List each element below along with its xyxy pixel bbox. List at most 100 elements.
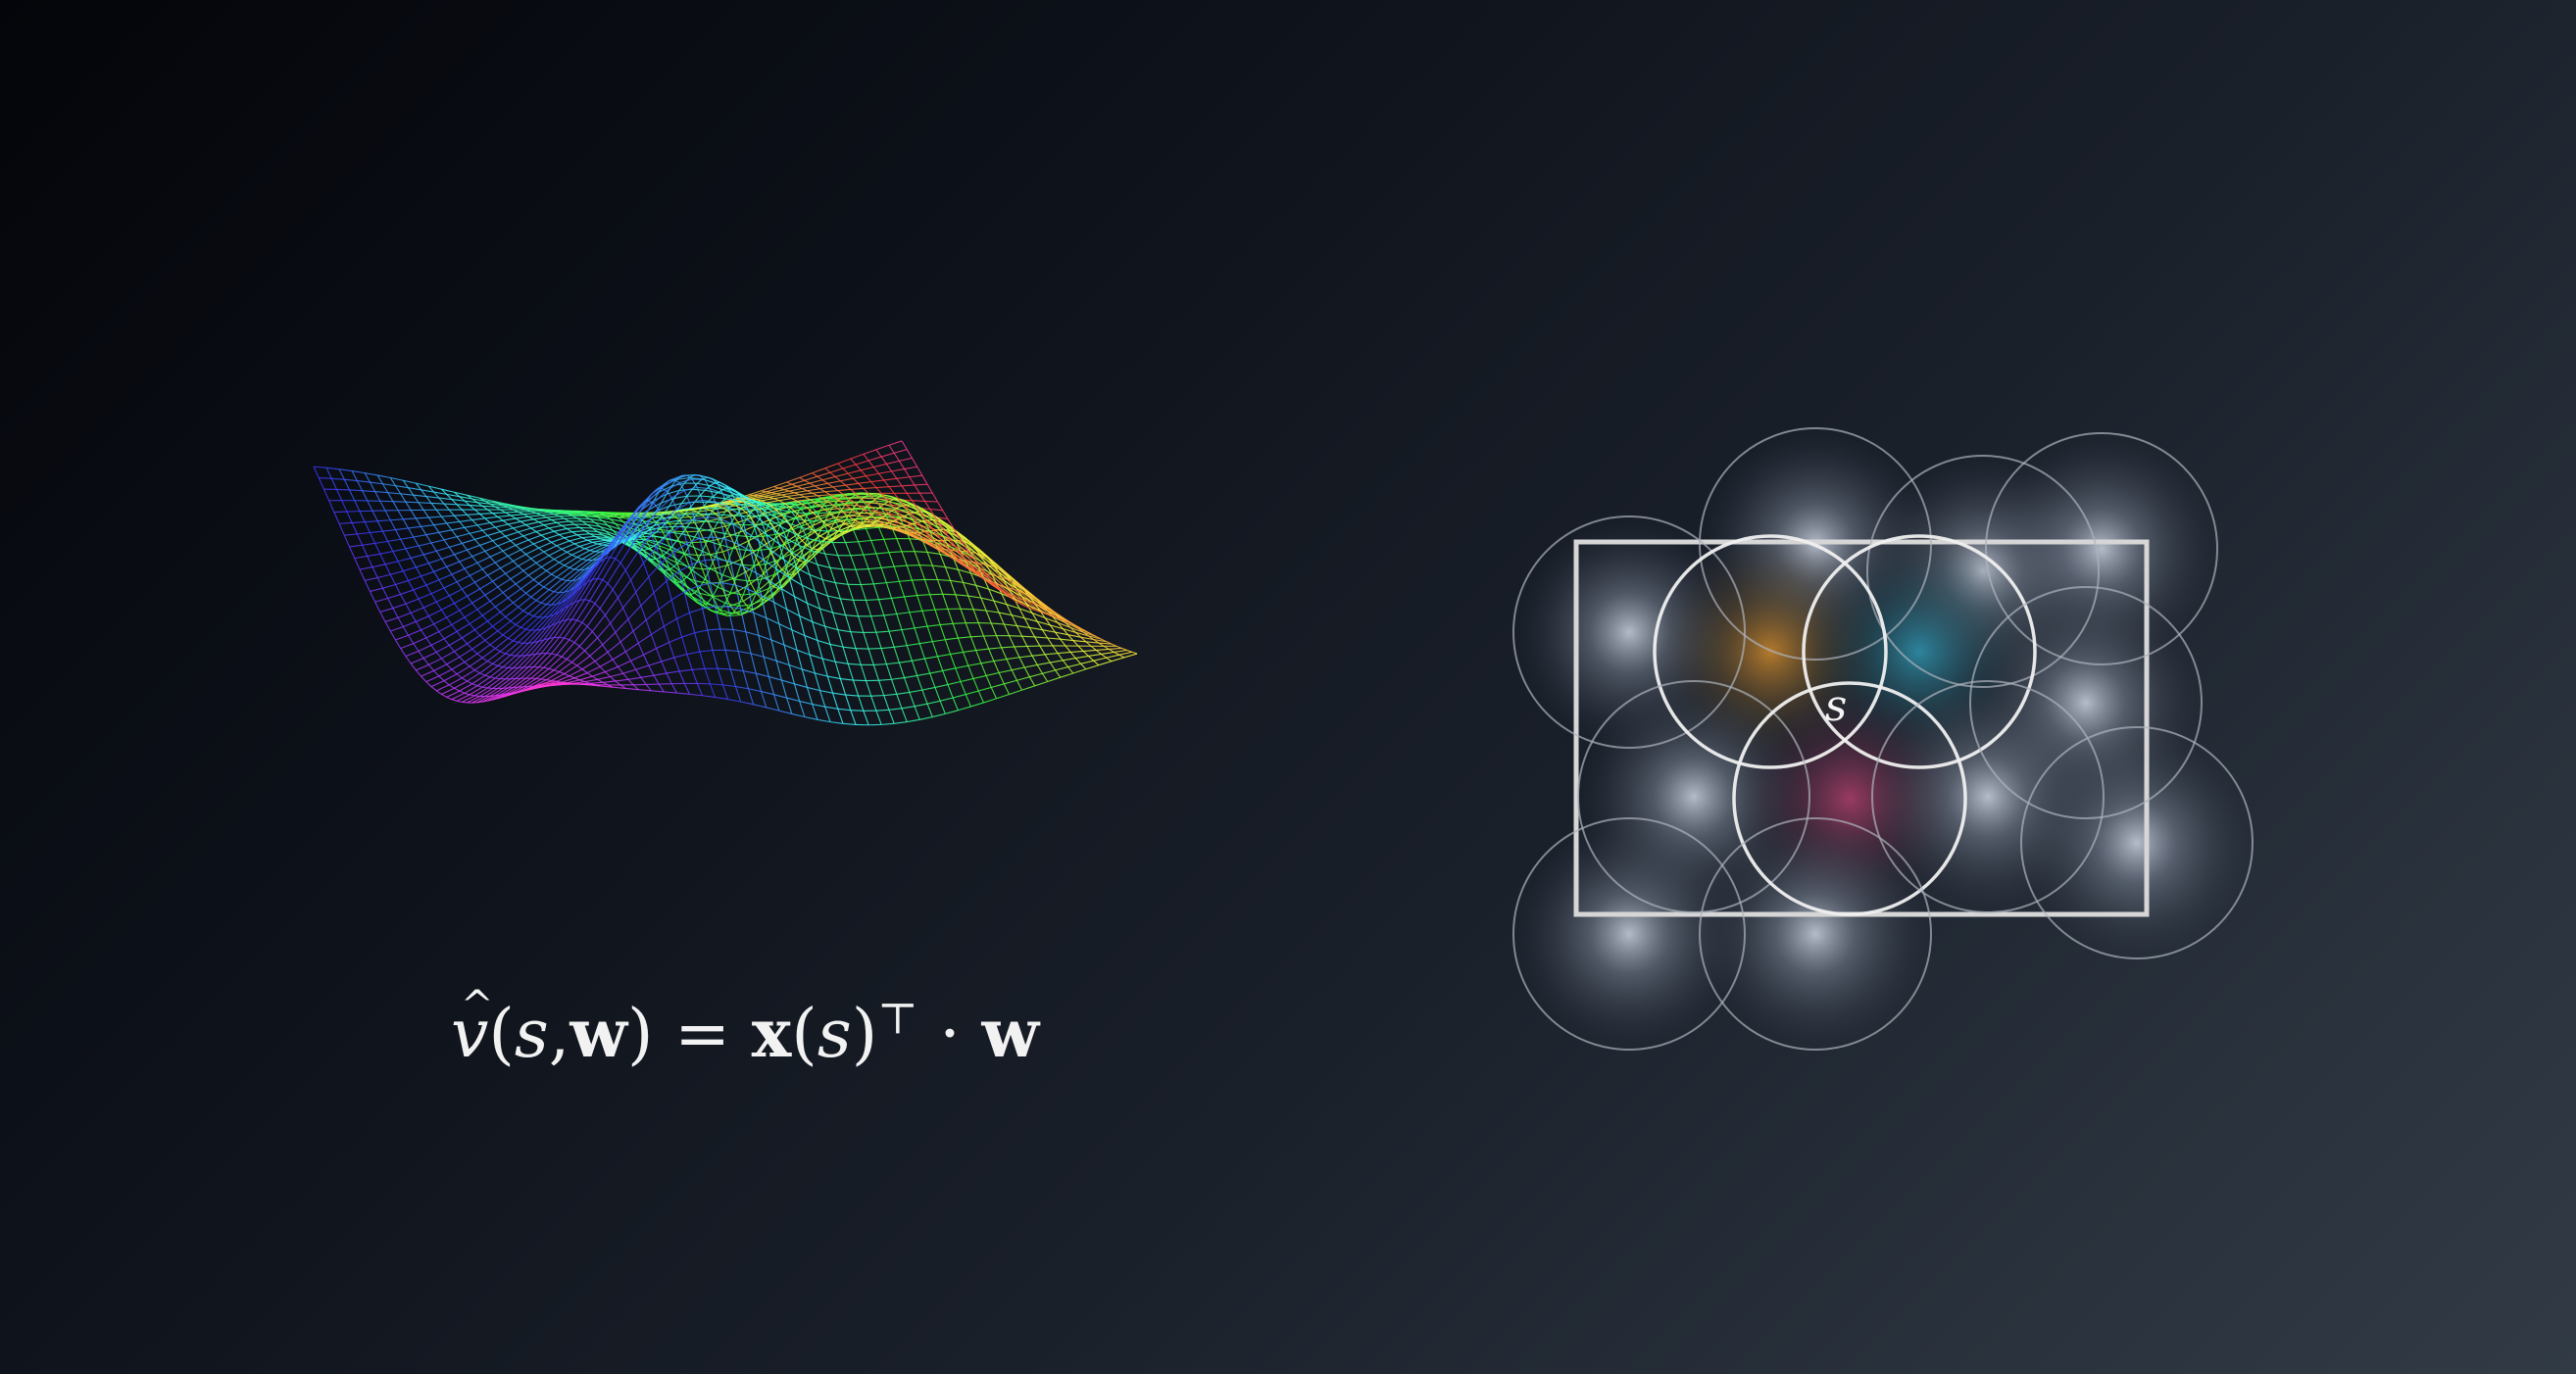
surface-mesh-line: [1088, 653, 1102, 658]
surface-mesh-line: [727, 606, 741, 610]
surface-mesh-line: [564, 564, 570, 568]
surface-mesh-line: [578, 578, 593, 601]
surface-mesh-line: [789, 487, 803, 492]
surface-mesh-line: [819, 608, 833, 613]
surface-mesh-line: [870, 540, 877, 555]
surface-mesh-line: [481, 606, 496, 616]
surface-mesh-line: [622, 520, 636, 525]
surface-mesh-line: [525, 616, 539, 630]
surface-mesh-line: [1042, 606, 1048, 610]
surface-mesh-line: [627, 605, 642, 620]
surface-mesh-line: [775, 562, 782, 570]
surface-mesh-line: [469, 533, 475, 540]
surface-mesh-line: [975, 569, 982, 573]
surface-mesh-line: [681, 576, 688, 582]
surface-mesh-line: [732, 523, 747, 533]
surface-mesh-line: [766, 617, 772, 641]
surface-mesh-line: [893, 565, 900, 582]
surface-mesh-line: [780, 588, 788, 610]
surface-mesh-line: [872, 466, 879, 474]
surface-mesh-line: [972, 571, 979, 576]
surface-mesh-line: [1044, 617, 1051, 626]
surface-mesh-line: [821, 520, 828, 526]
surface-mesh-line: [883, 538, 897, 540]
surface-mesh-line: [804, 495, 817, 498]
surface-mesh-line: [535, 531, 542, 536]
surface-mesh-line: [921, 536, 928, 543]
surface-mesh-line: [783, 559, 798, 569]
surface-mesh-line: [858, 482, 865, 489]
surface-mesh-line: [778, 500, 785, 504]
surface-mesh-line: [947, 547, 954, 555]
surface-mesh-line: [727, 564, 734, 579]
surface-mesh-line: [781, 588, 795, 598]
surface-mesh-line: [507, 556, 514, 562]
surface-mesh-line: [513, 554, 526, 563]
surface-mesh-line: [809, 573, 823, 581]
surface-mesh-line: [893, 528, 900, 532]
surface-mesh-line: [658, 599, 672, 611]
surface-mesh-line: [425, 675, 440, 683]
surface-mesh-line: [842, 646, 857, 650]
surface-mesh-line: [824, 553, 831, 568]
surface-mesh-line: [587, 684, 601, 687]
surface-mesh-line: [950, 532, 957, 542]
surface-mesh-line: [1018, 590, 1025, 594]
surface-mesh-line: [888, 513, 895, 519]
surface-mesh-line: [392, 608, 399, 618]
surface-mesh-line: [673, 653, 688, 659]
surface-mesh-line: [924, 541, 930, 546]
surface-mesh-line: [710, 485, 723, 491]
surface-mesh-line: [410, 510, 417, 519]
surface-mesh-line: [778, 483, 792, 489]
surface-mesh-line: [1106, 657, 1113, 662]
surface-mesh-line: [487, 509, 493, 515]
surface-mesh-line: [970, 702, 984, 708]
surface-mesh-line: [911, 458, 918, 467]
surface-mesh-line: [553, 619, 568, 638]
surface-mesh-line: [522, 610, 529, 614]
surface-mesh-line: [939, 554, 946, 567]
surface-mesh-line: [416, 563, 429, 568]
surface-mesh-line: [418, 593, 432, 600]
receptive-field-glow: [1513, 818, 1745, 1050]
surface-mesh-line: [459, 520, 466, 528]
surface-mesh-line: [558, 618, 572, 638]
surface-mesh-line: [444, 503, 458, 506]
surface-mesh-line: [863, 486, 876, 490]
surface-mesh-line: [666, 489, 680, 495]
surface-mesh-line: [724, 595, 731, 607]
surface-mesh-line: [448, 677, 463, 686]
surface-mesh-line: [443, 638, 450, 646]
surface-mesh-line: [1075, 655, 1089, 660]
surface-mesh-line: [661, 493, 668, 504]
surface-mesh-line: [418, 644, 432, 652]
surface-mesh-line: [492, 540, 499, 547]
surface-mesh-line: [758, 508, 765, 515]
surface-mesh-line: [469, 657, 483, 667]
surface-mesh-line: [852, 600, 860, 616]
surface-mesh-line: [821, 520, 828, 532]
surface-mesh-line: [996, 635, 1003, 649]
surface-mesh-line: [861, 583, 874, 586]
surface-mesh-line: [855, 493, 862, 499]
surface-mesh-line: [896, 510, 903, 517]
surface-mesh-line: [985, 572, 992, 576]
surface-mesh-line: [446, 520, 460, 524]
surface-mesh-line: [778, 623, 793, 631]
surface-mesh-line: [861, 516, 874, 519]
surface-mesh-line: [914, 627, 920, 644]
surface-mesh-line: [418, 502, 432, 504]
surface-mesh-line: [564, 637, 570, 641]
surface-mesh-line: [944, 552, 951, 558]
surface-mesh-line: [683, 553, 698, 563]
surface-mesh-line: [888, 708, 903, 711]
surface-mesh-line: [863, 711, 869, 725]
surface-mesh-line: [899, 522, 905, 528]
surface-mesh-line: [883, 614, 890, 632]
surface-mesh-line: [801, 668, 809, 688]
surface-mesh-line: [676, 692, 690, 695]
surface-mesh-line: [530, 551, 545, 560]
surface-mesh-line: [377, 474, 391, 479]
surface-mesh-line: [850, 631, 857, 649]
